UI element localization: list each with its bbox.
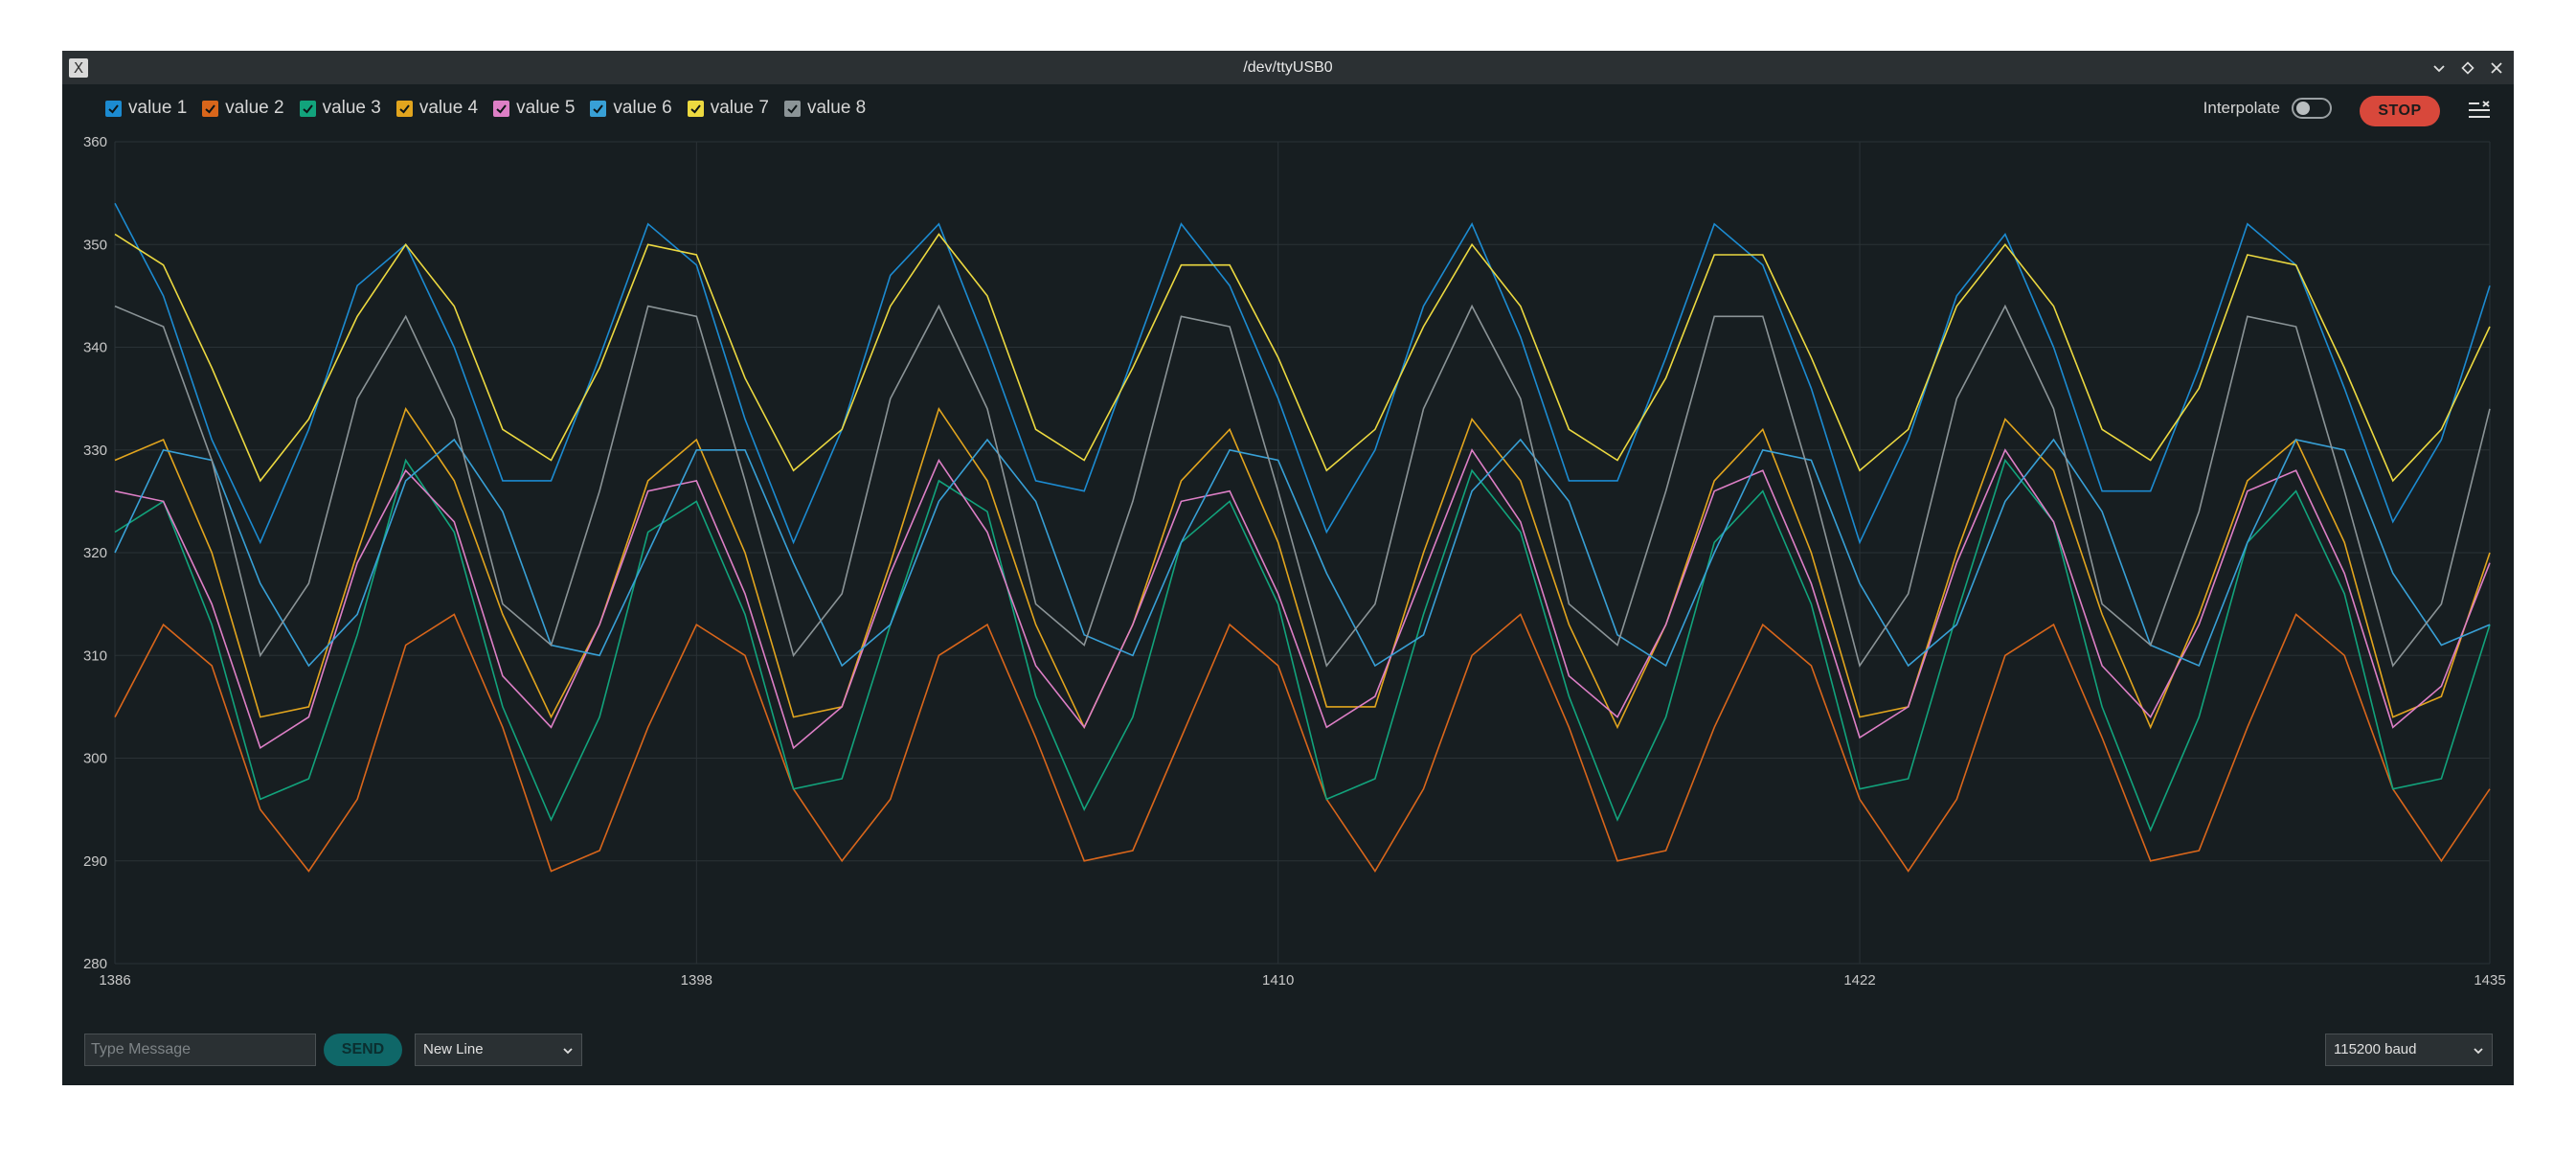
serial-plotter-window: X /dev/ttyUSB0 value 1 value 2 value 3 valu… <box>62 51 2514 1085</box>
legend-label: value 4 <box>418 98 479 118</box>
legend-checkbox[interactable] <box>299 100 316 117</box>
y-tick-label: 350 <box>83 237 107 253</box>
legend-checkbox[interactable] <box>202 100 219 117</box>
legend-label: value 8 <box>806 98 867 118</box>
toolbar: value 1 value 2 value 3 value 4 value 5 value… <box>62 84 2514 132</box>
legend-label: value 6 <box>613 98 672 118</box>
legend-checkbox[interactable] <box>105 100 122 117</box>
maximize-diamond-icon[interactable] <box>2458 58 2477 78</box>
legend-item[interactable]: value 8 <box>783 98 867 119</box>
legend-label: value 7 <box>710 98 769 118</box>
legend-label: value 5 <box>516 98 576 118</box>
baud-rate-value: 115200 baud <box>2334 1041 2417 1057</box>
y-tick-label: 300 <box>83 751 107 767</box>
y-tick-label: 310 <box>83 648 107 664</box>
line-chart: 280 290 300 310 320 330 340 350 360 1386 1398 1410 1… <box>83 134 2506 989</box>
interpolate-label: Interpolate <box>2203 99 2280 117</box>
line-ending-select[interactable]: New Line <box>415 1034 582 1066</box>
legend-item[interactable]: value 7 <box>687 98 769 119</box>
x-tick-label: 1435 <box>2474 972 2505 989</box>
x-tick-label: 1422 <box>1843 972 1875 989</box>
legend-label: value 2 <box>225 98 284 118</box>
close-icon[interactable] <box>2487 58 2506 78</box>
checkmark-icon <box>302 103 313 113</box>
x-tick-label: 1386 <box>99 972 130 989</box>
checkmark-icon <box>690 103 701 113</box>
clear-list-icon[interactable] <box>2468 101 2491 122</box>
series-line <box>114 406 2491 730</box>
series-line <box>114 448 2491 750</box>
legend-checkbox[interactable] <box>493 100 510 117</box>
checkmark-icon <box>205 103 216 113</box>
series-legend: value 1 value 2 value 3 value 4 value 5 value… <box>105 84 881 132</box>
y-tick-label: 330 <box>83 443 107 459</box>
y-tick-label: 290 <box>83 853 107 870</box>
window-title: /dev/ttyUSB0 <box>1243 59 1333 76</box>
send-button[interactable]: SEND <box>324 1034 402 1066</box>
x-tick-label: 1398 <box>681 972 712 989</box>
legend-item[interactable]: value 2 <box>202 98 284 119</box>
checkmark-icon <box>496 103 507 113</box>
x-tick-label: 1410 <box>1262 972 1294 989</box>
checkmark-icon <box>108 103 119 113</box>
legend-item[interactable]: value 5 <box>493 98 575 119</box>
y-tick-label: 340 <box>83 340 107 356</box>
series-line <box>114 233 2491 483</box>
legend-label: value 1 <box>128 98 188 118</box>
legend-item[interactable]: value 6 <box>590 98 672 119</box>
interpolate-toggle[interactable] <box>2292 98 2332 119</box>
legend-checkbox[interactable] <box>687 100 704 117</box>
legend-item[interactable]: value 4 <box>395 98 479 119</box>
plot-area: 280 290 300 310 320 330 340 350 360 1386 1398 1410 1… <box>62 132 2514 1042</box>
title-bar: X /dev/ttyUSB0 <box>62 51 2514 84</box>
toggle-knob <box>2296 102 2310 115</box>
minimize-chevron-icon[interactable] <box>2429 58 2449 78</box>
legend-checkbox[interactable] <box>590 100 607 117</box>
checkmark-icon <box>593 103 604 113</box>
checkmark-icon <box>399 103 410 113</box>
legend-item[interactable]: value 3 <box>299 98 381 119</box>
stop-button[interactable]: STOP <box>2360 96 2440 126</box>
series-line <box>114 304 2491 668</box>
series-line <box>114 202 2491 545</box>
legend-checkbox[interactable] <box>395 100 413 117</box>
series-line <box>114 438 2491 668</box>
legend-label: value 3 <box>322 98 381 118</box>
y-tick-label: 360 <box>83 134 107 150</box>
chevron-down-icon <box>2474 1048 2483 1055</box>
y-tick-label: 320 <box>83 545 107 561</box>
baud-rate-select[interactable]: 115200 baud <box>2325 1034 2493 1066</box>
message-input[interactable] <box>84 1034 316 1066</box>
chevron-down-icon <box>563 1048 573 1055</box>
checkmark-icon <box>787 103 798 113</box>
x-app-icon[interactable]: X <box>69 58 88 78</box>
y-tick-label: 280 <box>83 956 107 972</box>
interpolate-control: Interpolate <box>2203 84 2332 132</box>
line-ending-value: New Line <box>423 1041 484 1057</box>
series-line <box>114 613 2491 873</box>
bottom-bar: SEND New Line 115200 baud <box>62 1030 2514 1085</box>
series-line <box>114 458 2491 832</box>
legend-checkbox[interactable] <box>783 100 801 117</box>
legend-item[interactable]: value 1 <box>105 98 187 119</box>
